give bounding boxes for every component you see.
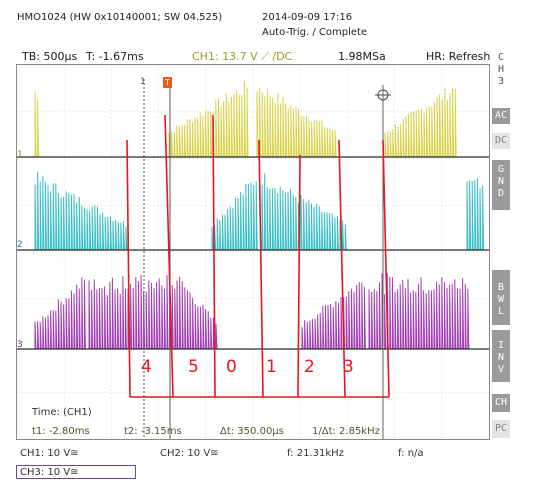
ch3-marker[interactable]: 3 — [17, 340, 23, 350]
measurement-title: Time: (CH1) — [32, 407, 92, 418]
trigger-position-marker[interactable]: T — [163, 77, 172, 88]
segment-label: 2 — [304, 357, 315, 377]
bwl-button[interactable]: B W L — [492, 270, 510, 325]
segment-divider — [164, 114, 174, 398]
segment-divider — [297, 154, 301, 398]
segment-label: 1 — [266, 357, 277, 377]
segment-divider — [258, 139, 264, 398]
hr-mode[interactable]: HR: Refresh — [426, 50, 491, 63]
segment-label: 5 — [188, 357, 199, 377]
ch-button[interactable]: CH — [492, 394, 510, 412]
side-menu-ch3: C H 3 — [492, 52, 510, 94]
segment-label: 3 — [343, 357, 354, 377]
coupling-gnd-button[interactable]: G N D — [492, 160, 510, 210]
ch3-scale[interactable]: CH3: 10 V≅ — [16, 465, 136, 479]
timebase[interactable]: TB: 500µs — [22, 50, 78, 63]
segment-divider — [338, 139, 346, 398]
trigger-time[interactable]: T: -1.67ms — [86, 50, 144, 63]
cursor1-marker[interactable]: 1 — [140, 77, 146, 87]
frequency-counter-2: f: n/a — [398, 448, 424, 459]
traces — [17, 79, 489, 439]
ch1-marker[interactable]: 1 — [17, 150, 23, 160]
ch1-trigger-level[interactable]: CH1: 13.7 V ⟋ /DC — [192, 50, 293, 63]
segment-divider — [382, 139, 390, 398]
ch2-marker[interactable]: 2 — [17, 240, 23, 250]
scope-display[interactable] — [16, 64, 490, 440]
annotations — [126, 114, 390, 398]
info-bar: TB: 500µs T: -1.67ms CH1: 13.7 V ⟋ /DC 1… — [16, 48, 490, 65]
segment-divider — [212, 114, 216, 398]
trigger-state: Auto-Trig. / Complete — [262, 27, 368, 38]
segment-label: 0 — [226, 357, 237, 377]
segment-divider — [126, 139, 131, 398]
measurement-dt: Δt: 350.00µs — [220, 426, 284, 437]
device-info: HMO1024 (HW 0x10140001; SW 04.525) — [17, 12, 223, 23]
sample-rate: 1.98MSa — [338, 50, 386, 63]
coupling-dc-button[interactable]: DC — [492, 133, 510, 149]
ch1-scale[interactable]: CH1: 10 V≅ — [20, 448, 79, 459]
ch2-scale[interactable]: CH2: 10 V≅ — [160, 448, 219, 459]
segment-label: 4 — [141, 357, 152, 377]
datetime: 2014-09-09 17:16 — [262, 12, 353, 23]
invert-button[interactable]: I N V — [492, 330, 510, 382]
pc-button[interactable]: PC — [492, 420, 510, 438]
measurement-t1: t1: -2.80ms — [32, 426, 90, 437]
frequency-counter: f: 21.31kHz — [287, 448, 344, 459]
waveform-area — [17, 65, 489, 439]
ch2-trace — [17, 171, 489, 251]
graticule — [17, 65, 489, 439]
measurement-t2: t2: -3.15ms — [124, 426, 182, 437]
coupling-ac-button[interactable]: AC — [492, 108, 510, 124]
measurement-inv-dt: 1/Δt: 2.85kHz — [312, 426, 380, 437]
